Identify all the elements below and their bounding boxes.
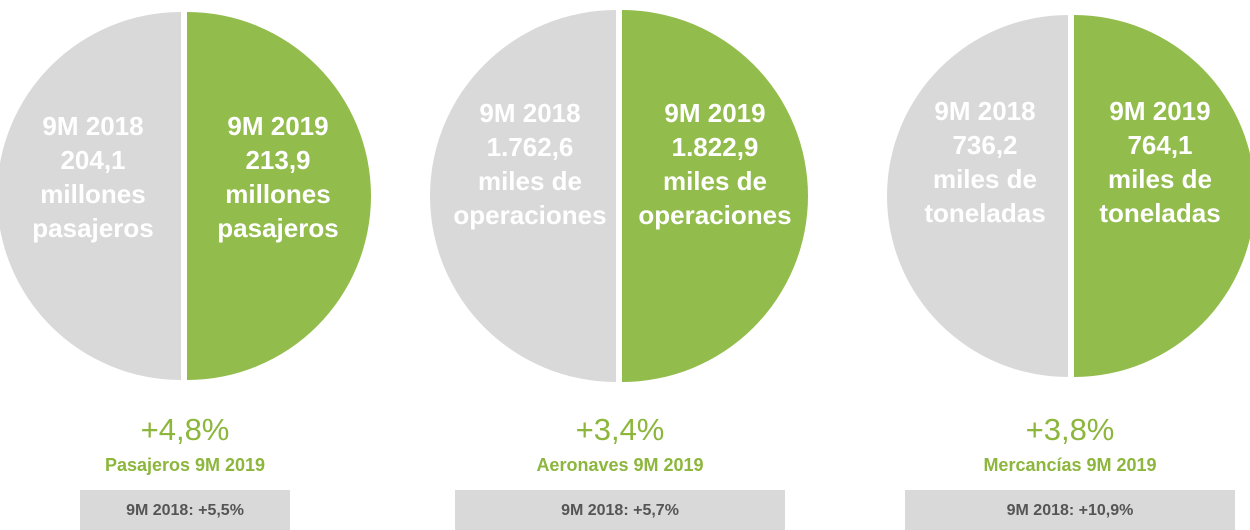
- previous-value-text: 9M 2018: [42, 111, 143, 141]
- previous-change: 9M 2018: +5,5%: [126, 502, 244, 519]
- current-value-text: 9M 2019: [1109, 96, 1210, 126]
- current-value-text: operaciones: [638, 200, 791, 230]
- half-circle-current: [1074, 15, 1250, 377]
- change-percent: +4,8%: [141, 412, 230, 447]
- half-circle-current: [622, 10, 808, 382]
- previous-value-text: 9M 2018: [934, 96, 1035, 126]
- previous-change: 9M 2018: +10,9%: [1007, 502, 1134, 519]
- previous-box: [905, 490, 1235, 530]
- previous-value-text: 204,1: [60, 145, 125, 175]
- current-value-text: 213,9: [245, 145, 310, 175]
- current-value-text: 1.822,9: [672, 132, 759, 162]
- change-percent: +3,4%: [576, 412, 665, 447]
- half-circle-previous: [0, 12, 181, 380]
- metric-label: Pasajeros 9M 2019: [105, 455, 265, 475]
- previous-value-text: 736,2: [952, 130, 1017, 160]
- metric-label: Mercancías 9M 2019: [983, 455, 1156, 475]
- half-circle-previous: [887, 15, 1068, 377]
- half-circle-current: [187, 12, 371, 380]
- metric-label: Aeronaves 9M 2019: [536, 455, 703, 475]
- current-value-text: 9M 2019: [227, 111, 328, 141]
- current-value-text: miles de: [1108, 164, 1212, 194]
- previous-value-text: 1.762,6: [487, 132, 574, 162]
- previous-box: [455, 490, 785, 530]
- previous-value-text: miles de: [478, 166, 582, 196]
- previous-value-text: 9M 2018: [479, 98, 580, 128]
- current-value-text: toneladas: [1099, 198, 1220, 228]
- previous-value-text: operaciones: [453, 200, 606, 230]
- previous-value-text: miles de: [933, 164, 1037, 194]
- change-percent: +3,8%: [1026, 412, 1115, 447]
- previous-value-text: millones: [40, 179, 145, 209]
- current-value-text: 9M 2019: [664, 98, 765, 128]
- current-value-text: 764,1: [1127, 130, 1192, 160]
- current-value-text: miles de: [663, 166, 767, 196]
- current-value-text: millones: [225, 179, 330, 209]
- previous-value-text: pasajeros: [32, 213, 153, 243]
- previous-value-text: toneladas: [924, 198, 1045, 228]
- current-value-text: pasajeros: [217, 213, 338, 243]
- previous-box: [80, 490, 290, 530]
- previous-change: 9M 2018: +5,7%: [561, 502, 679, 519]
- half-circle-previous: [430, 10, 616, 382]
